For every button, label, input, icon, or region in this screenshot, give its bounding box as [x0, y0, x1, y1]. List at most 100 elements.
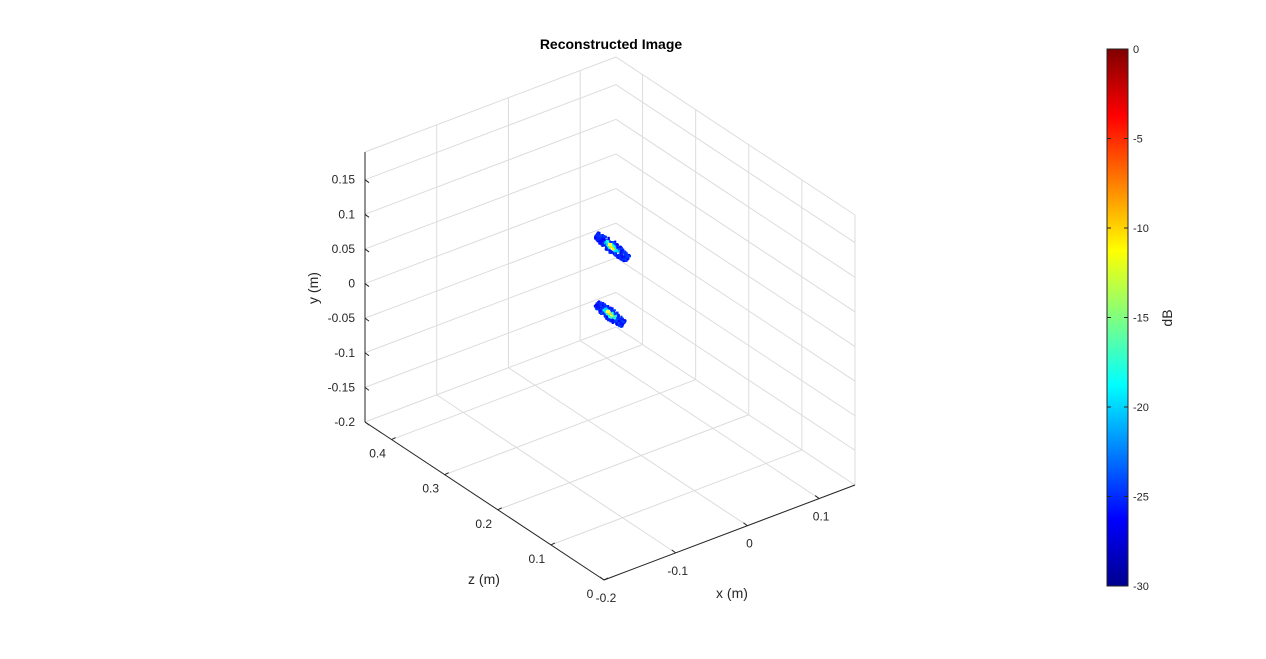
- target-blob: [593, 300, 627, 328]
- z-tick-label: 0.4: [369, 447, 386, 461]
- voxel: [613, 318, 616, 321]
- voxel: [623, 319, 626, 322]
- colorbar-tick-label: -10: [1133, 223, 1149, 235]
- voxel: [608, 248, 611, 251]
- voxel: [602, 310, 605, 313]
- voxel-peak: [608, 243, 612, 246]
- voxel: [601, 302, 605, 305]
- voxel: [608, 251, 611, 254]
- voxel: [603, 313, 606, 316]
- voxel: [621, 317, 624, 320]
- voxel: [616, 246, 619, 249]
- voxel: [606, 248, 609, 252]
- x-tick-label: 0: [746, 537, 753, 551]
- colorbar-tick-label: -15: [1133, 313, 1149, 325]
- voxel: [602, 312, 605, 315]
- voxel: [625, 255, 628, 258]
- voxel: [611, 318, 614, 321]
- voxel: [605, 246, 608, 249]
- voxel: [611, 307, 614, 311]
- voxel: [596, 235, 599, 238]
- voxel: [608, 247, 611, 250]
- voxel: [595, 238, 598, 241]
- voxel: [618, 253, 621, 256]
- x-axis-ticks: -0.2 -0.1 0 0.1: [596, 495, 830, 605]
- voxel: [619, 318, 623, 321]
- voxel: [596, 234, 599, 237]
- voxel: [601, 244, 604, 247]
- data-points: [593, 231, 631, 328]
- y-axis-label: y (m): [305, 272, 321, 304]
- voxel: [615, 249, 618, 252]
- colorbar-ticks: 0 -5 -10 -15 -20 -25 -30: [1107, 44, 1149, 593]
- voxel: [598, 303, 601, 306]
- voxel: [599, 306, 602, 309]
- voxel: [617, 249, 620, 252]
- voxel: [611, 315, 614, 318]
- x-tick-label: 0.1: [813, 510, 830, 524]
- voxel: [608, 245, 611, 248]
- voxel: [597, 306, 600, 309]
- voxel: [599, 235, 602, 238]
- voxel: [596, 302, 599, 305]
- voxel: [600, 307, 604, 310]
- voxel: [607, 307, 610, 310]
- voxel: [619, 245, 622, 249]
- voxel: [601, 238, 604, 241]
- y-tick-label: -0.1: [334, 346, 355, 360]
- voxel: [617, 315, 620, 318]
- voxel: [624, 254, 627, 257]
- voxel: [602, 307, 605, 311]
- voxel: [625, 259, 628, 262]
- y-tick-label: -0.15: [328, 380, 356, 394]
- voxel: [609, 319, 612, 322]
- voxel: [612, 252, 615, 255]
- voxel: [612, 314, 615, 318]
- y-tick-label: 0.15: [332, 173, 356, 187]
- voxel: [596, 240, 599, 243]
- voxel: [609, 308, 612, 311]
- voxel: [606, 240, 610, 243]
- voxel: [602, 240, 605, 243]
- voxel: [604, 310, 607, 313]
- voxel: [615, 243, 618, 246]
- voxel: [613, 315, 616, 318]
- voxel: [603, 239, 606, 242]
- colorbar-tick-label: -30: [1133, 581, 1149, 593]
- colorbar-tick-label: -25: [1133, 492, 1149, 504]
- y-tick-label: -0.05: [328, 311, 356, 325]
- colorbar-label: dB: [1159, 309, 1175, 326]
- voxel: [603, 244, 606, 247]
- y-axis-ticks: -0.2 -0.15 -0.1 -0.05 0 0.05 0.1 0.15: [328, 173, 370, 429]
- voxel: [621, 323, 625, 326]
- voxel: [600, 241, 603, 244]
- voxel: [607, 319, 610, 322]
- z-axis-label: z (m): [468, 571, 500, 587]
- voxel: [605, 316, 608, 319]
- voxel: [598, 236, 601, 239]
- voxel: [606, 317, 609, 320]
- voxel: [602, 237, 605, 240]
- z-tick-label: 0.1: [529, 552, 546, 566]
- voxel: [609, 241, 612, 244]
- voxel: [604, 308, 607, 311]
- voxel: [607, 245, 610, 248]
- voxel: [611, 248, 614, 251]
- voxel: [614, 252, 617, 255]
- voxel: [603, 235, 606, 238]
- y-tick-label: -0.2: [334, 415, 355, 429]
- voxel: [601, 234, 604, 237]
- voxel: [623, 250, 626, 253]
- voxel: [620, 247, 623, 250]
- voxel: [615, 244, 618, 248]
- voxel: [599, 309, 602, 312]
- voxel: [611, 309, 614, 312]
- z-axis-ticks: 0 0.1 0.2 0.3 0.4: [369, 437, 609, 601]
- voxel: [601, 236, 604, 239]
- voxel: [608, 318, 611, 321]
- axes: [364, 152, 856, 581]
- voxel: [599, 240, 602, 243]
- voxel: [620, 256, 623, 259]
- voxel-peak: [606, 310, 610, 313]
- voxel: [612, 244, 615, 247]
